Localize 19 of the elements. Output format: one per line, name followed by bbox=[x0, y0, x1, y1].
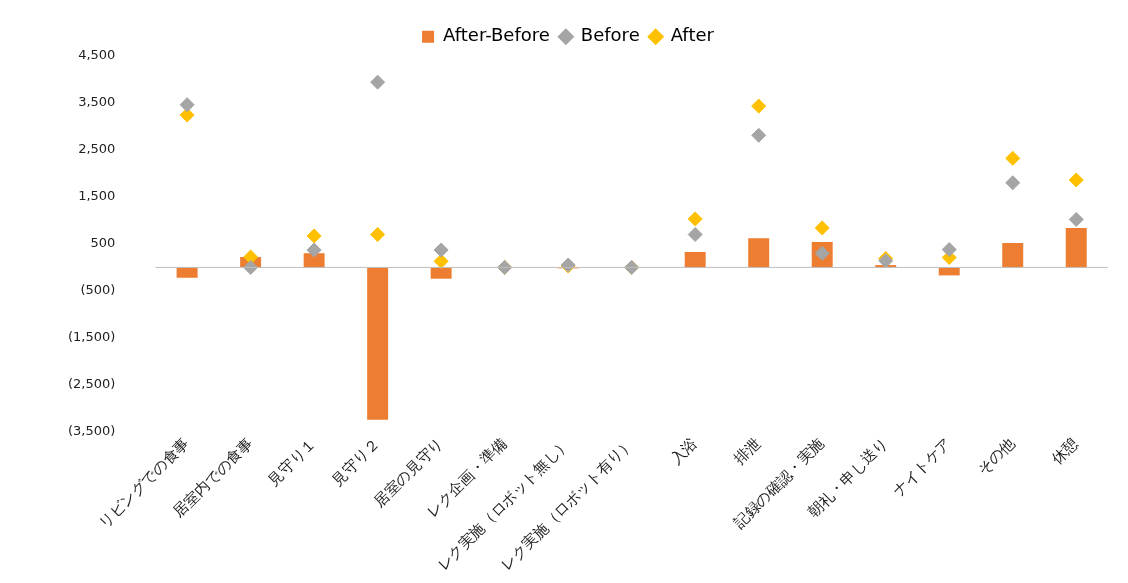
y-tick-label: 500 bbox=[90, 235, 116, 251]
y-tick-label: (1,500) bbox=[67, 329, 116, 345]
y-tick-label: (500) bbox=[80, 282, 116, 298]
legend-label: After-Before bbox=[443, 24, 550, 46]
y-tick-label: 1,500 bbox=[78, 188, 116, 204]
x-tick-label: 排泄 bbox=[730, 434, 765, 469]
x-tick-label: 見守り１ bbox=[264, 434, 320, 490]
x-tick-label: その他 bbox=[973, 434, 1019, 479]
y-tick-label: 4,500 bbox=[78, 47, 116, 63]
x-tick-label: 入浴 bbox=[666, 434, 701, 469]
legend-label: Before bbox=[580, 24, 640, 46]
x-tick-label: ナイトケア bbox=[889, 434, 955, 500]
y-tick-label: 3,500 bbox=[78, 94, 116, 110]
x-tick-label: 見守り２ bbox=[328, 434, 384, 490]
x-tick-label: 休憩 bbox=[1047, 434, 1082, 469]
y-tick-label: (2,500) bbox=[67, 376, 116, 392]
legend-label: After bbox=[670, 24, 715, 46]
y-tick-label: (3,500) bbox=[67, 423, 116, 439]
y-tick-label: 2,500 bbox=[78, 141, 116, 157]
